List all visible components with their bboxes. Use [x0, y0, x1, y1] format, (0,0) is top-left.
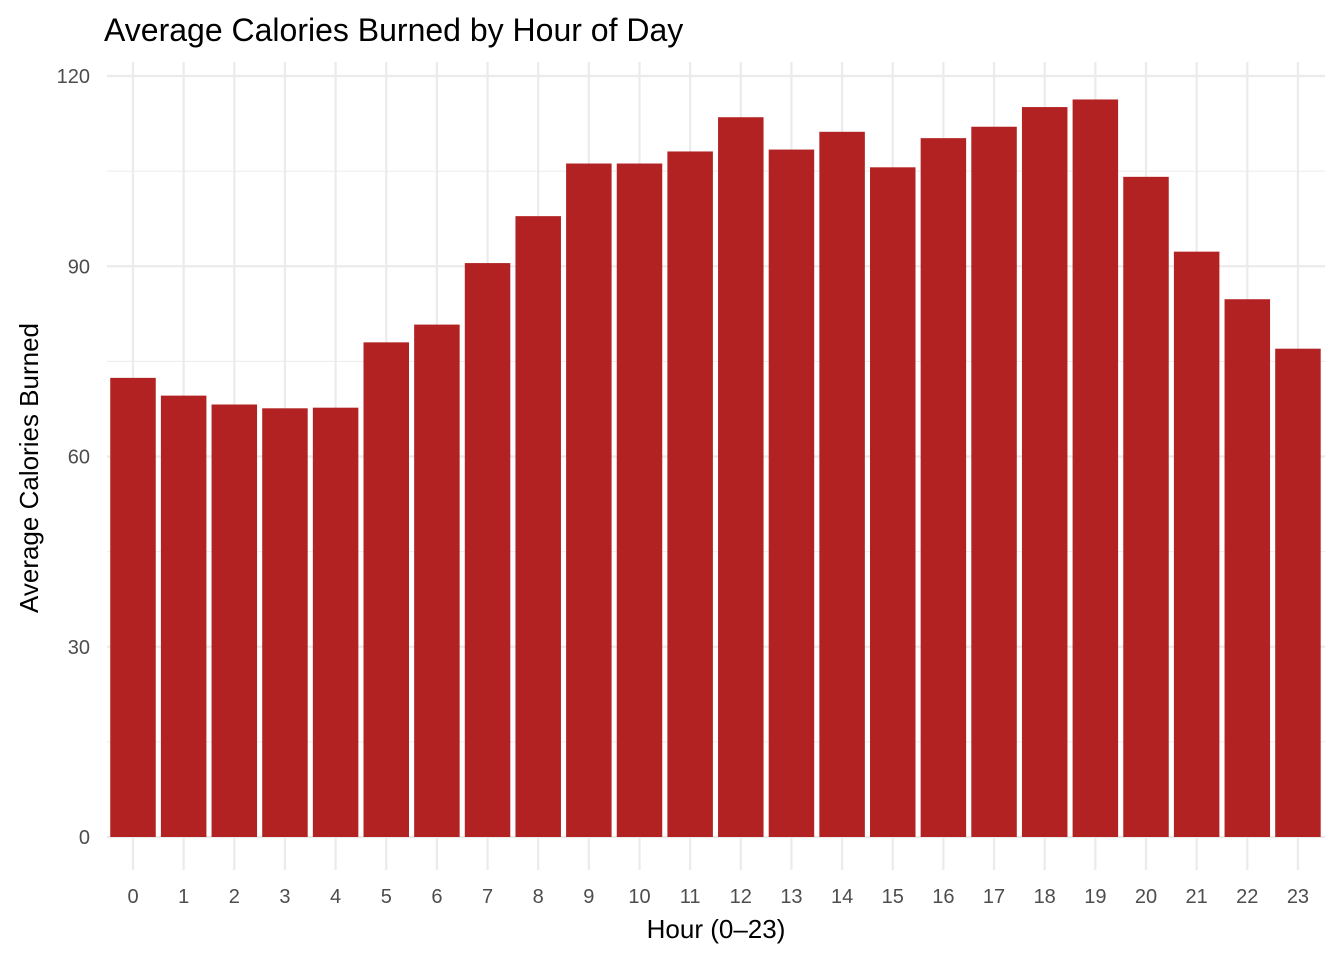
- bar-hour-12: [718, 117, 764, 838]
- bar-hour-8: [515, 216, 561, 838]
- y-axis-ticks: 0 30 60 90 120: [57, 66, 90, 849]
- x-axis-ticks: 0 1 2 3 4 5 6 7 8 9 10 11 12 13 14 15 16 17 18 19 20 21 22 23: [127, 886, 1309, 908]
- bar-hour-11: [667, 151, 713, 838]
- bar-hour-7: [464, 263, 511, 837]
- bar-hour-0: [110, 377, 156, 837]
- bar-hour-13: [768, 149, 815, 837]
- y-axis-title: Average Calories Burned: [14, 323, 44, 613]
- bar-hour-10: [616, 163, 663, 837]
- x-tick-label: 10: [628, 886, 650, 908]
- bar-hour-18: [1021, 107, 1068, 838]
- x-tick-label: 23: [1287, 886, 1309, 908]
- x-tick-label: 12: [730, 886, 752, 908]
- bar-hour-15: [870, 167, 916, 837]
- x-tick-label: 16: [932, 886, 954, 908]
- bar-hour-16: [920, 138, 967, 838]
- bar-hour-22: [1224, 299, 1271, 837]
- y-tick-label: 0: [79, 827, 90, 849]
- bar-hour-4: [312, 407, 359, 837]
- x-tick-label: 9: [583, 886, 594, 908]
- bar-hour-14: [819, 131, 865, 838]
- x-tick-label: 4: [330, 886, 341, 908]
- y-tick-label: 30: [68, 637, 90, 659]
- x-tick-label: 21: [1186, 886, 1208, 908]
- x-tick-label: 1: [178, 886, 189, 908]
- x-tick-label: 22: [1236, 886, 1258, 908]
- x-tick-label: 19: [1084, 886, 1106, 908]
- x-tick-label: 14: [831, 886, 853, 908]
- x-tick-label: 11: [680, 886, 701, 908]
- bar-hour-2: [211, 404, 258, 837]
- x-tick-label: 18: [1034, 886, 1056, 908]
- y-tick-label: 60: [68, 447, 90, 469]
- x-tick-label: 17: [983, 886, 1005, 908]
- y-tick-label: 120: [57, 66, 90, 88]
- bar-hour-3: [262, 408, 308, 837]
- bar-hour-9: [566, 163, 612, 837]
- x-tick-label: 5: [381, 886, 392, 908]
- bar-hour-17: [971, 126, 1017, 837]
- bar-hour-19: [1072, 99, 1119, 837]
- x-tick-label: 13: [780, 886, 802, 908]
- x-tick-label: 3: [279, 886, 290, 908]
- x-tick-label: 15: [882, 886, 904, 908]
- bar-hour-23: [1275, 348, 1321, 837]
- bars: [110, 99, 1321, 838]
- bar-hour-21: [1173, 251, 1220, 837]
- x-tick-label: 0: [127, 886, 138, 908]
- chart-title: Average Calories Burned by Hour of Day: [104, 12, 683, 48]
- x-axis-title: Hour (0–23): [647, 914, 786, 944]
- x-tick-label: 7: [482, 886, 493, 908]
- bar-hour-20: [1123, 176, 1169, 837]
- bar-hour-5: [363, 342, 409, 837]
- bar-hour-6: [414, 324, 460, 837]
- x-tick-label: 8: [533, 886, 544, 908]
- x-tick-label: 6: [431, 886, 442, 908]
- x-tick-label: 2: [229, 886, 240, 908]
- y-tick-label: 90: [68, 256, 90, 278]
- bar-hour-1: [160, 395, 207, 837]
- x-tick-label: 20: [1135, 886, 1157, 908]
